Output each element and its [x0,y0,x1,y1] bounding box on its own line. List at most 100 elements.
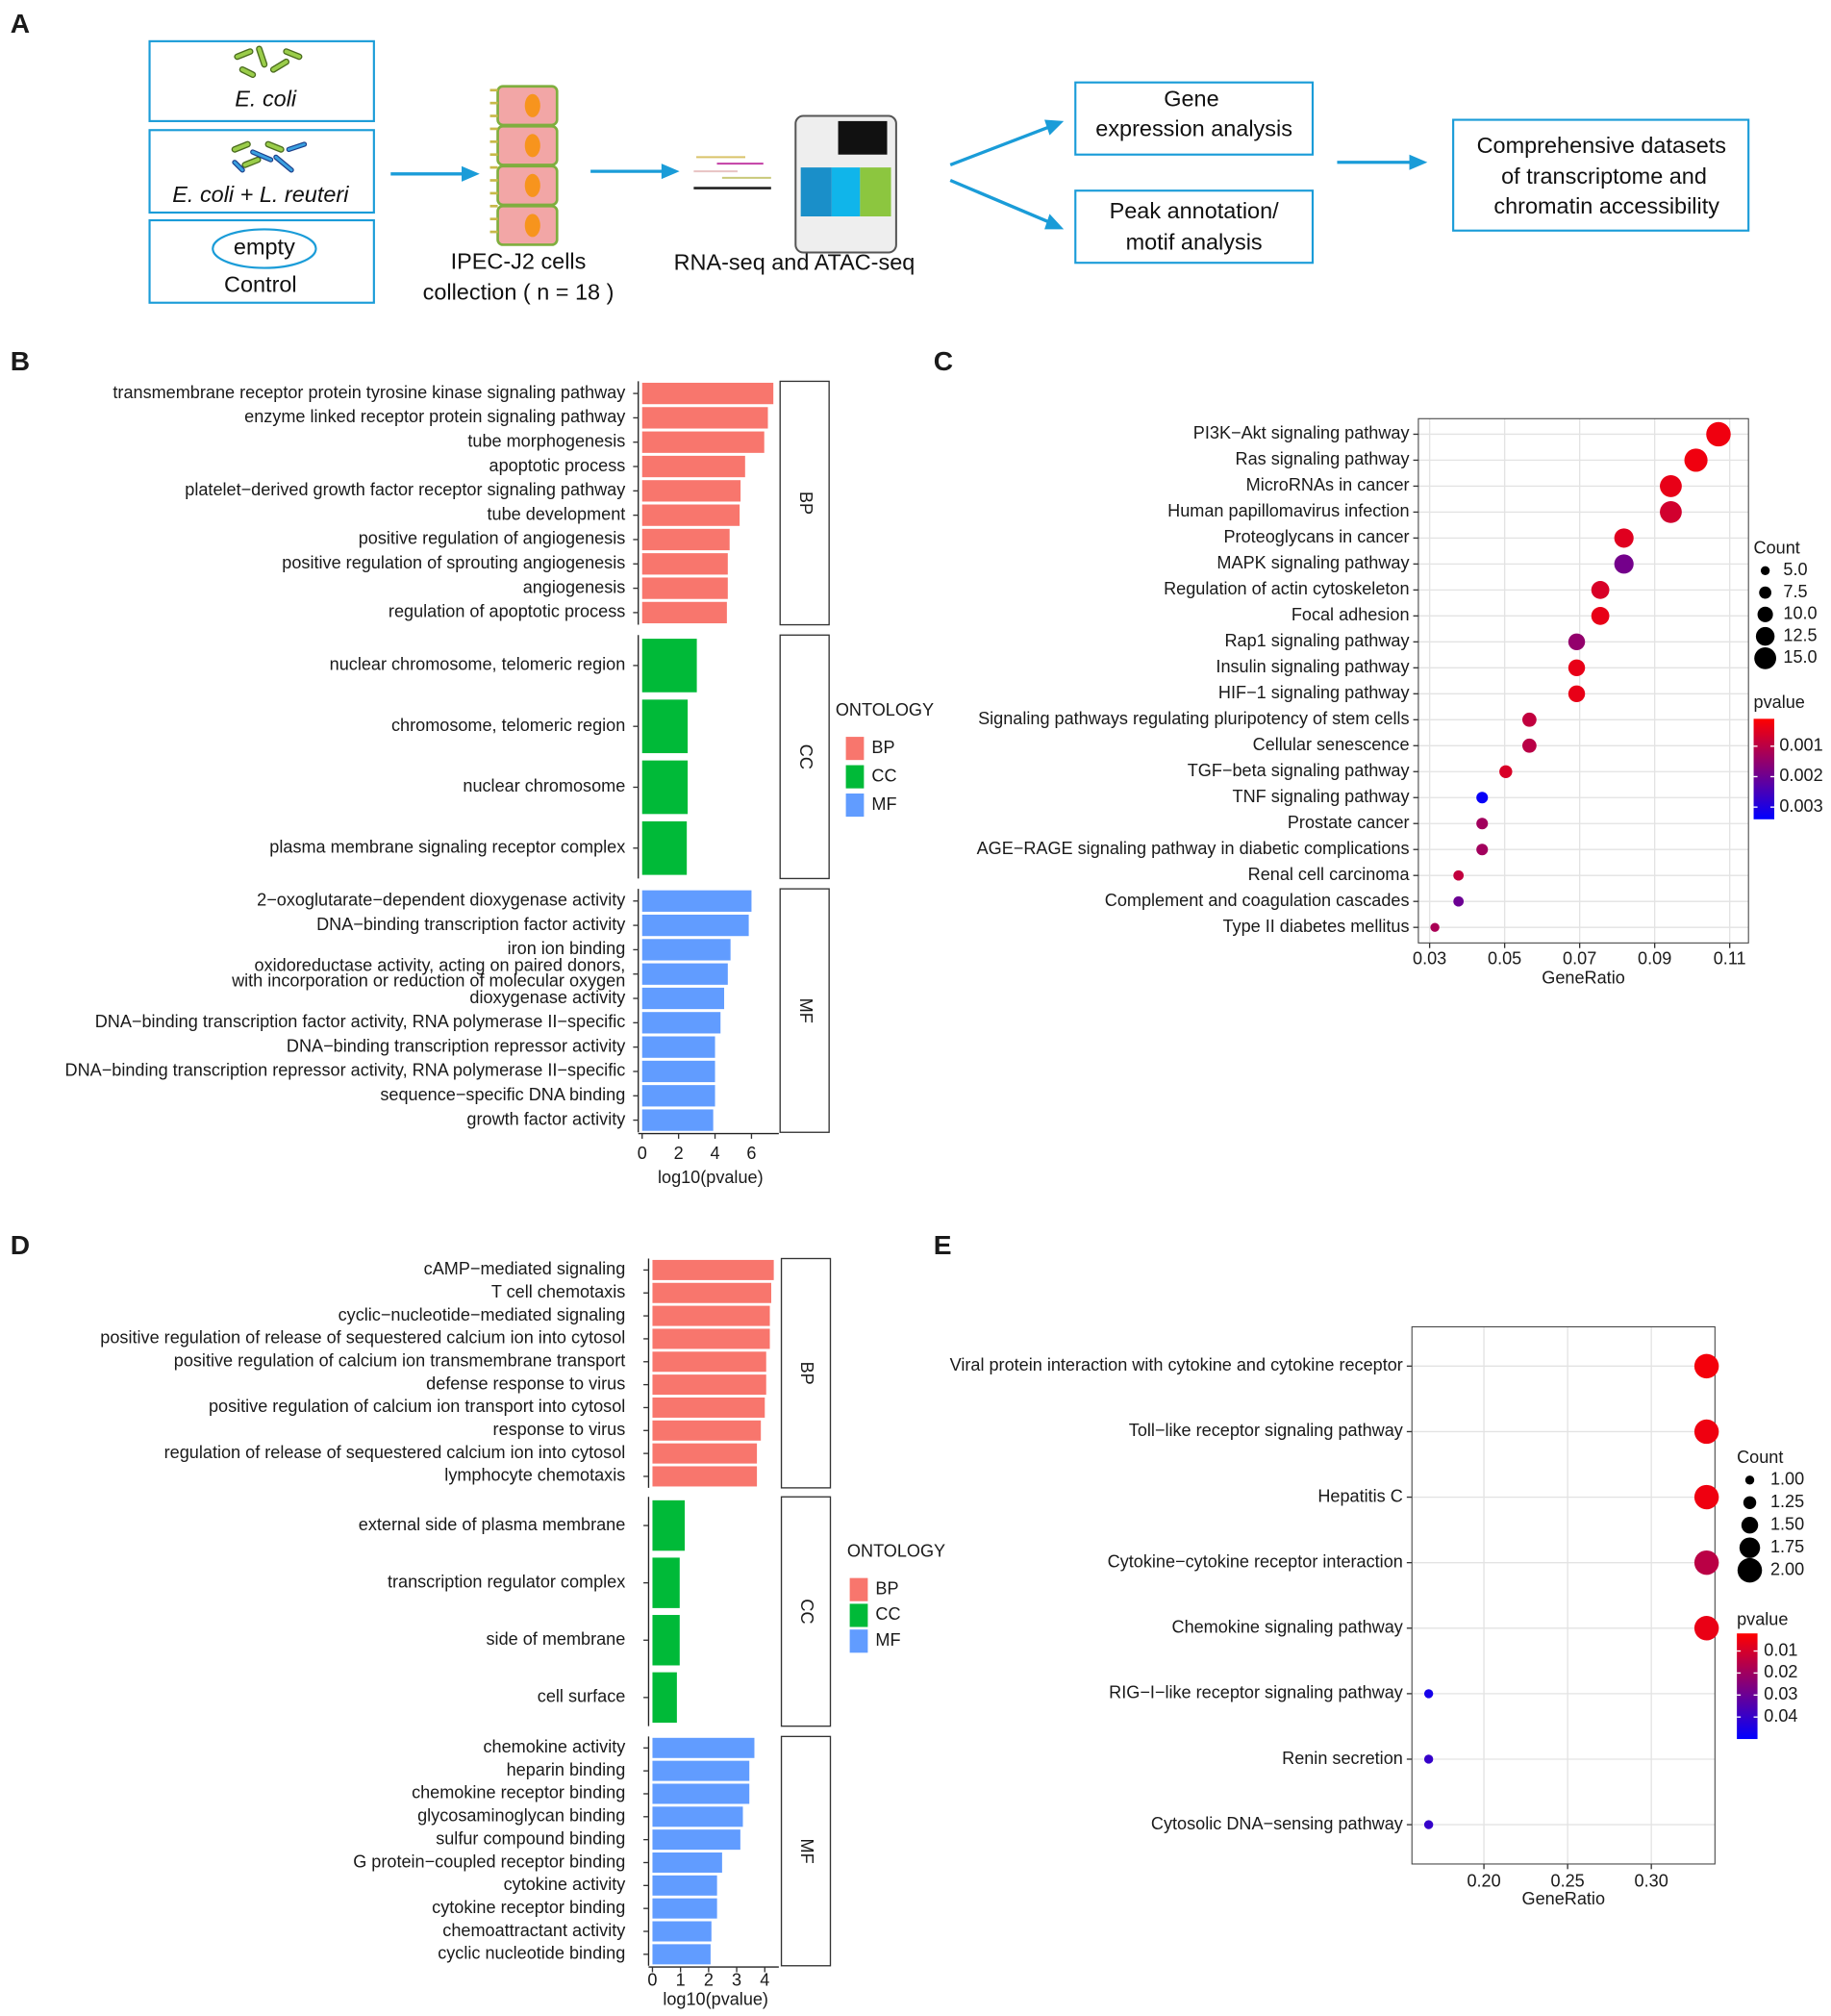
bar [641,639,697,693]
bar [641,963,728,985]
legend-title: ONTOLOGY [836,700,934,719]
size-legend-key [1754,646,1777,669]
bar [652,1420,762,1441]
box [1452,118,1750,232]
legend-key [849,1577,868,1601]
legend-key [845,794,865,818]
size-legend-key [1759,586,1771,599]
y-tick-label: glycosaminoglycan binding [417,1806,625,1826]
y-tick-label: defense response to virus [426,1373,625,1393]
y-tick-label: nuclear chromosome [463,776,625,795]
y-tick-label: MAPK signaling pathway [1216,553,1409,572]
dot [1453,869,1465,881]
plot-border [1417,417,1749,944]
y-tick-label: Chemokine signaling pathway [1172,1618,1403,1637]
y-tick-label: iron ion binding [508,939,626,958]
boxes [148,39,1750,304]
dot [1423,1820,1434,1829]
y-tick-label: positive regulation of angiogenesis [359,529,626,548]
facet-label: BP [797,1362,816,1385]
y-tick-label: chemokine receptor binding [412,1783,625,1802]
y-tick-label: angiogenesis [523,577,626,596]
bar [652,1852,722,1873]
bar [652,1672,677,1724]
dot [1476,818,1489,830]
bar [652,1829,740,1851]
arrows [390,119,1428,230]
facet-strip [779,380,830,626]
y-tick-label: chemokine activity [484,1737,626,1756]
bar [652,1783,750,1804]
bar [652,1557,680,1608]
x-axis-label: log10(pvalue) [663,1990,768,2009]
size-legend-key [1741,1517,1759,1534]
y-tick-label: Cytokine−cytokine receptor interaction [1108,1551,1403,1571]
facet-strip [779,888,830,1133]
y-tick-label: HIF−1 signaling pathway [1218,683,1410,702]
x-tick-label: 0.05 [1488,949,1521,969]
y-tick-label: side of membrane [487,1629,626,1649]
x-tick-label: 2 [704,1971,714,1990]
color-bar [1753,718,1775,819]
size-legend-label: 10.0 [1783,604,1817,623]
color-tick-label: 0.001 [1779,736,1822,755]
workflow-diagram: E. coli E. coli + L. reuteri empty Contr… [148,39,1750,305]
y-tick-label: dioxygenase activity [469,988,625,1007]
color-tick-label: 0.02 [1764,1662,1797,1681]
y-tick-label: Toll−like receptor signaling pathway [1129,1421,1403,1440]
plot-border [1411,1325,1716,1865]
ellipse [212,228,317,269]
plot-panel [1412,1326,1716,1864]
bar [652,1615,680,1666]
y-tick-label: lymphocyte chemotaxis [444,1466,625,1485]
y-tick-label: plasma membrane signaling receptor compl… [269,838,625,857]
color-tick-label: 0.01 [1764,1640,1797,1659]
legend-label: BP [871,738,894,757]
size-legend-label: 5.0 [1783,560,1807,579]
analysis-label: expression analysis [1095,115,1292,140]
size-legend-label: 7.5 [1783,582,1807,601]
bar [652,1466,758,1487]
y-tick-label: T cell chemotaxis [491,1282,625,1301]
sequencing-label: RNA-seq and ATAC-seq [674,250,916,275]
y-tick-label: platelet−derived growth factor receptor … [185,480,625,499]
bar [641,504,740,526]
facet-label: BP [796,491,815,515]
panel-label: E [934,1230,952,1260]
x-tick-label: 6 [746,1144,756,1163]
y-tick-label: Regulation of actin cytoskeleton [1164,579,1409,598]
x-tick-label: 0.03 [1413,949,1446,969]
bar [641,820,688,875]
bar [652,1443,758,1464]
facet-strip [780,1735,832,1967]
x-tick-label: 4 [711,1144,720,1163]
legend-label: MF [875,1630,900,1650]
bar [641,431,765,453]
y-tick-label: response to virus [493,1420,626,1439]
y-tick-label: cyclic−nucleotide−mediated signaling [339,1305,626,1324]
y-tick-label: Complement and coagulation cascades [1105,891,1410,910]
facet-strip [779,634,830,880]
bar [652,1921,712,1942]
bar [652,1806,743,1827]
y-tick-label: Human papillomavirus infection [1167,501,1409,520]
y-tick-label: apoptotic process [489,456,626,475]
y-tick-label: chemoattractant activity [442,1921,625,1940]
dot [1568,659,1586,677]
x-tick-label: 0 [647,1971,657,1990]
y-tick-label: positive regulation of sprouting angioge… [282,553,625,572]
facet-strip [780,1496,832,1727]
y-tick-label: AGE−RAGE signaling pathway in diabetic c… [977,839,1410,858]
dot [1614,528,1634,548]
sequencer-icon [794,114,897,254]
dot [1499,765,1513,778]
dot [1423,1689,1434,1699]
y-tick-label: MicroRNAs in cancer [1246,475,1410,494]
size-legend-title: Count [1754,538,1800,557]
y-tick-label: Renal cell carcinoma [1248,865,1411,884]
output-label: of transcriptome and [1501,164,1707,189]
bar [641,987,725,1010]
legend-label: MF [871,794,896,814]
x-tick-label: 0.20 [1467,1872,1500,1891]
empty-label: empty [234,235,295,260]
